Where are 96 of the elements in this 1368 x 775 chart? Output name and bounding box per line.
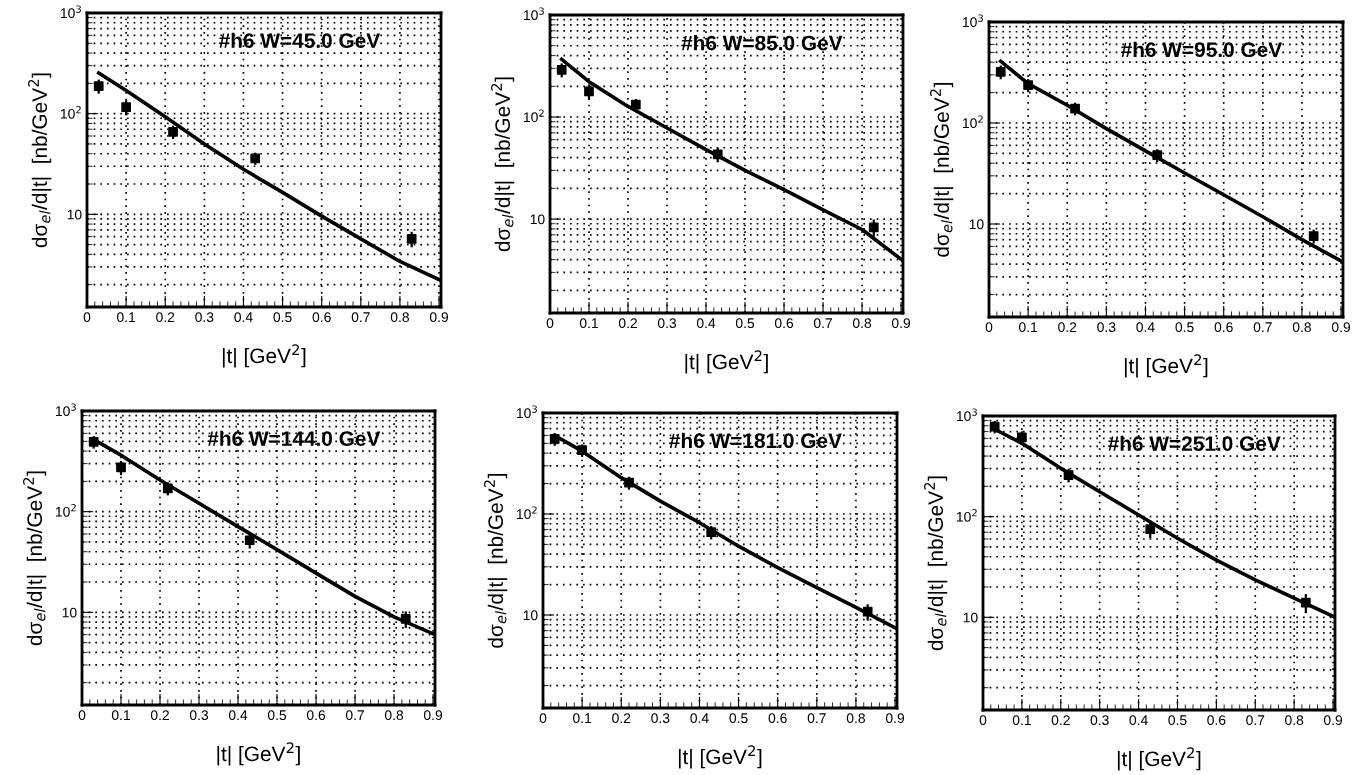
x-tick-label: 0.3 — [657, 318, 677, 329]
x-tick-label: 0.5 — [273, 312, 292, 323]
x-tick-label: 0.6 — [306, 710, 326, 721]
x-tick-label: 0.4 — [1136, 322, 1155, 333]
y-tick-label: 10 — [62, 607, 77, 618]
x-tick-label: 0 — [985, 322, 993, 333]
x-tick-label: 0.3 — [651, 713, 670, 724]
y-tick-label: 10$^{2}$ — [60, 106, 81, 119]
x-tick-label: 0.5 — [1175, 322, 1194, 333]
y-tick-label: 10$^{3}$ — [516, 405, 537, 419]
x-tick-label: 0 — [979, 715, 987, 726]
x-axis-title: |t| [GeV$^{2}$] — [678, 745, 762, 769]
x-tick-label: 0.1 — [111, 710, 130, 721]
x-tick-label: 0.2 — [1051, 715, 1070, 726]
x-tick-label: 0.9 — [429, 312, 449, 323]
x-tick-label: 0.4 — [1129, 715, 1148, 726]
y-tick-label: 10$^{2}$ — [523, 109, 544, 123]
x-axis-title: |t| [GeV$^{2}$] — [1124, 354, 1208, 378]
y-tick-label: 10$^{3}$ — [60, 5, 81, 19]
x-tick-label: 0.4 — [690, 713, 709, 724]
y-axis-title: dσ$_{el}$/d|t| [nb/GeV$^{2}$] — [28, 73, 52, 248]
x-tick-label: 0.6 — [1214, 322, 1233, 333]
x-axis-title: |t| [GeV$^{2}$] — [1117, 747, 1201, 771]
x-axis-title: |t| [GeV$^{2}$] — [685, 350, 768, 374]
x-tick-label: 0.6 — [774, 318, 794, 329]
x-tick-label: 0.8 — [1285, 715, 1304, 726]
y-tick-label: 10 — [969, 219, 984, 230]
y-tick-label: 10$^{2}$ — [956, 509, 977, 522]
x-tick-label: 0.7 — [1253, 322, 1272, 333]
x-tick-label: 0.4 — [234, 312, 253, 323]
x-tick-label: 0.9 — [885, 713, 905, 724]
y-tick-label: 10 — [963, 612, 978, 623]
y-axis-title: dσ$_{el}$/d|t| [nb/GeV$^{2}$] — [930, 83, 954, 257]
x-tick-label: 0.6 — [768, 713, 787, 724]
y-tick-label: 10$^{3}$ — [956, 408, 977, 422]
x-tick-label: 0.1 — [1019, 322, 1038, 333]
y-tick-label: 10$^{3}$ — [55, 403, 76, 417]
x-tick-label: 0.1 — [117, 312, 136, 323]
x-tick-label: 0.9 — [891, 318, 911, 329]
x-tick-label: 0.5 — [1168, 715, 1187, 726]
x-tick-label: 0.6 — [312, 312, 331, 323]
x-tick-label: 0 — [546, 318, 554, 329]
x-tick-label: 0 — [78, 710, 86, 721]
x-axis-title: |t| [GeV$^{2}$] — [217, 742, 300, 766]
y-axis-title: dσ$_{el}$/d|t| [nb/GeV$^{2}$] — [23, 471, 47, 646]
text: #h6 W=144.0 GeV — [207, 430, 381, 446]
x-tick-label: 0.9 — [1331, 322, 1351, 333]
x-tick-label: 0.2 — [612, 713, 631, 724]
x-tick-label: 0.1 — [1012, 715, 1031, 726]
text: #h6 W=181.0 GeV — [669, 432, 842, 449]
x-tick-label: 0.3 — [1097, 322, 1116, 333]
y-tick-label: 10$^{3}$ — [523, 7, 544, 21]
x-tick-label: 0 — [83, 312, 91, 323]
text: #h6 W=251.0 GeV — [1108, 435, 1281, 451]
y-tick-label: 10 — [523, 610, 538, 621]
x-tick-label: 0.2 — [1058, 322, 1077, 333]
x-tick-label: 0.3 — [195, 312, 214, 323]
x-tick-label: 0.4 — [696, 318, 716, 329]
x-tick-label: 0.8 — [852, 318, 872, 329]
x-tick-label: 0.7 — [1246, 715, 1265, 726]
x-tick-label: 0.2 — [156, 312, 175, 323]
x-tick-label: 0.5 — [267, 710, 287, 721]
x-tick-label: 0.2 — [618, 318, 637, 329]
text: #h6 W=95.0 GeV — [1120, 41, 1283, 58]
x-tick-label: 0.8 — [846, 713, 865, 724]
y-tick-label: 10$^{2}$ — [516, 506, 537, 520]
y-tick-label: 10$^{2}$ — [55, 504, 76, 517]
x-tick-label: 0.8 — [390, 312, 409, 323]
x-tick-label: 0.6 — [1207, 715, 1226, 726]
y-axis-title: dσ$_{el}$/d|t| [nb/GeV$^{2}$] — [491, 77, 515, 252]
x-tick-label: 0.5 — [735, 318, 755, 329]
x-tick-label: 0.2 — [150, 710, 169, 721]
x-tick-label: 0.9 — [1323, 715, 1343, 726]
x-tick-label: 0.8 — [1292, 322, 1311, 333]
y-tick-label: 10$^{2}$ — [962, 115, 983, 129]
y-tick-label: 10$^{3}$ — [962, 14, 983, 28]
text: #h6 W=45.0 GeV — [218, 32, 381, 48]
x-tick-label: 0.1 — [573, 713, 592, 724]
x-tick-label: 0.1 — [579, 318, 598, 329]
x-tick-label: 0.5 — [729, 713, 748, 724]
y-tick-label: 10 — [67, 209, 82, 220]
x-tick-label: 0.7 — [807, 713, 826, 724]
x-tick-label: 0.8 — [384, 710, 404, 721]
x-tick-label: 0.3 — [1090, 715, 1109, 726]
y-axis-title: dσ$_{el}$/d|t| [nb/GeV$^{2}$] — [484, 474, 508, 648]
x-tick-label: 0.4 — [228, 710, 248, 721]
x-axis-title: |t| [GeV$^{2}$] — [222, 344, 306, 368]
x-tick-label: 0.3 — [189, 710, 209, 721]
x-tick-label: 0.7 — [813, 318, 832, 329]
x-tick-label: 0 — [539, 713, 547, 724]
text: #h6 W=85.0 GeV — [681, 35, 843, 51]
y-axis-title: dσ$_{el}$/d|t| [nb/GeV$^{2}$] — [924, 476, 948, 651]
x-tick-label: 0.7 — [345, 710, 364, 721]
x-tick-label: 0.9 — [423, 710, 443, 721]
y-tick-label: 10 — [530, 214, 545, 225]
x-tick-label: 0.7 — [351, 312, 370, 323]
